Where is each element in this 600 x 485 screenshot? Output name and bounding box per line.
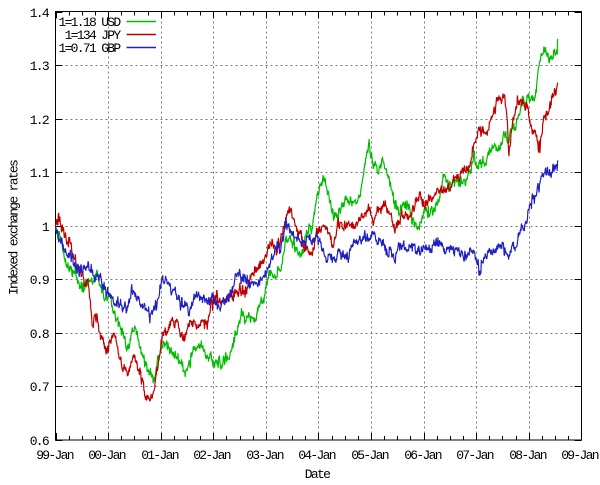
svg-text:07-Jan: 07-Jan	[456, 448, 494, 463]
svg-text:1.4: 1.4	[30, 6, 50, 21]
svg-text:1=0.71 GBP: 1=0.71 GBP	[58, 41, 121, 56]
svg-text:03-Jan: 03-Jan	[246, 448, 284, 463]
svg-text:00-Jan: 00-Jan	[88, 448, 126, 463]
svg-text:1.1: 1.1	[30, 166, 50, 181]
svg-text:Date: Date	[305, 467, 330, 480]
svg-text:1=1.18 USD: 1=1.18 USD	[58, 15, 121, 30]
svg-text:01-Jan: 01-Jan	[141, 448, 179, 463]
svg-text:0.6: 0.6	[30, 434, 49, 449]
svg-text:1: 1	[42, 220, 50, 235]
svg-text:05-Jan: 05-Jan	[351, 448, 389, 463]
svg-text:0.8: 0.8	[30, 327, 49, 342]
svg-text:1.2: 1.2	[30, 113, 49, 128]
svg-text:Indexed exchange rates: Indexed exchange rates	[7, 160, 22, 295]
svg-text:04-Jan: 04-Jan	[298, 448, 336, 463]
svg-text:0.9: 0.9	[30, 273, 49, 288]
svg-text:0.7: 0.7	[30, 380, 49, 395]
svg-text:1.3: 1.3	[30, 59, 49, 74]
svg-text:06-Jan: 06-Jan	[404, 448, 442, 463]
svg-text:99-Jan: 99-Jan	[36, 448, 74, 463]
svg-text:09-Jan: 09-Jan	[561, 448, 599, 463]
svg-text:02-Jan: 02-Jan	[193, 448, 231, 463]
svg-text:08-Jan: 08-Jan	[509, 448, 547, 463]
svg-text:1=134 JPY: 1=134 JPY	[65, 28, 122, 43]
